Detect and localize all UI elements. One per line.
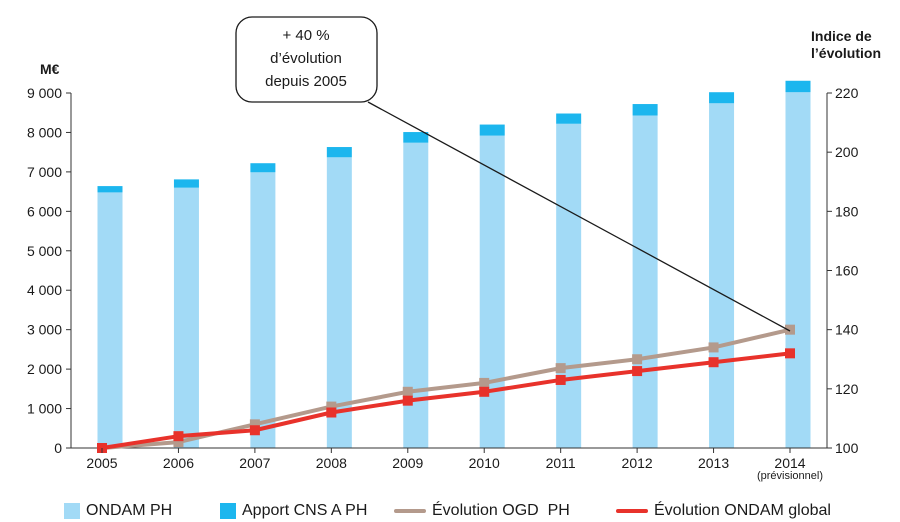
bar-apport-cns-2013 [709, 92, 735, 104]
left-tick-label-9000: 9 000 [27, 85, 62, 101]
legend-label-apport-cns: Apport CNS A PH [242, 502, 368, 519]
legend-item-evolution-ondam: Évolution ONDAM global [616, 502, 831, 520]
point-evolution-ogd-2013 [708, 342, 719, 353]
bar-ondam-ph-2011 [556, 123, 582, 449]
ticks-layer: 0 1 000 2 000 3 000 4 000 5 000 6 000 7 000 8 00… [27, 85, 859, 471]
x-tick-label-2007: 2007 [239, 455, 270, 471]
left-tick-label-6000: 6 000 [27, 203, 62, 219]
bar-apport-cns-2010 [479, 124, 505, 136]
left-tick-label-3000: 3 000 [27, 322, 62, 338]
x-tick-label-2013: 2013 [698, 455, 729, 471]
point-evolution-ondam-2011 [555, 374, 566, 385]
x-tick-label-2011: 2011 [546, 455, 576, 471]
bar-ondam-ph-2013 [709, 103, 735, 448]
right-tick-label-220: 220 [835, 85, 859, 101]
bar-apport-cns-2005 [97, 186, 123, 193]
point-evolution-ogd-2009 [402, 386, 413, 397]
legend-label-ondam-ph: ONDAM PH [86, 502, 173, 519]
callout-line-1: + 40 % [282, 27, 329, 44]
point-evolution-ogd-2012 [632, 354, 643, 365]
line-evolution-ondam [101, 351, 791, 450]
bar-ondam-ph-2008 [326, 157, 352, 449]
bar-apport-cns-2014 [785, 80, 811, 93]
bar-ondam-ph-2005 [97, 192, 123, 448]
legend: ONDAM PH Apport CNS A PH Évolution OGD P… [0, 498, 900, 522]
right-tick-label-120: 120 [835, 381, 859, 397]
bar-ondam-ph-2006 [173, 187, 199, 448]
bar-ondam-ph-2014 [785, 92, 811, 448]
point-evolution-ondam-2009 [402, 395, 413, 406]
callout-box [235, 16, 378, 103]
legend-swatch-ondam-ph [64, 503, 80, 519]
callout-pointer [367, 101, 791, 332]
chart: 0 1 000 2 000 3 000 4 000 5 000 6 000 7 000 8 00… [27, 16, 881, 482]
left-axis-title: M€ [40, 61, 60, 77]
legend-swatch-evolution-ogd [394, 509, 426, 513]
point-evolution-ogd-2010 [479, 377, 490, 388]
bar-apport-cns-2006 [173, 179, 199, 188]
point-evolution-ogd-2008 [326, 401, 337, 412]
right-tick-label-200: 200 [835, 144, 859, 160]
x-tick-label-2014: 2014 [774, 455, 805, 471]
bar-apport-cns-2012 [632, 104, 658, 116]
bar-apport-cns-2008 [326, 147, 352, 158]
x-tick-label-2008: 2008 [316, 455, 347, 471]
legend-swatch-evolution-ondam [616, 509, 648, 513]
category-note: (prévisionnel) [757, 470, 823, 482]
left-tick-label-4000: 4 000 [27, 282, 62, 298]
callout-line-3: depuis 2005 [265, 73, 347, 90]
point-evolution-ogd-2006 [173, 437, 184, 448]
point-evolution-ondam-2010 [479, 386, 490, 397]
point-evolution-ondam-2008 [326, 407, 337, 418]
left-tick-label-5000: 5 000 [27, 243, 62, 259]
x-tick-label-2012: 2012 [622, 455, 653, 471]
left-tick-label-1000: 1 000 [27, 401, 62, 417]
left-tick-label-0: 0 [54, 440, 62, 456]
point-evolution-ondam-2014 [785, 348, 795, 359]
point-evolution-ogd-2011 [555, 363, 566, 374]
bar-ondam-ph-2012 [632, 115, 658, 448]
bar-ondam-ph-2010 [479, 135, 505, 448]
x-tick-label-2005: 2005 [86, 455, 117, 471]
bar-apport-cns-2007 [250, 163, 276, 173]
bar-apport-cns-2011 [556, 113, 582, 124]
legend-swatch-apport-cns [220, 503, 236, 519]
legend-item-evolution-ogd: Évolution OGD PH [394, 502, 570, 520]
legend-item-apport-cns: Apport CNS A PH [220, 502, 367, 520]
right-tick-label-140: 140 [835, 322, 859, 338]
callout-line-2: d’évolution [270, 50, 342, 67]
x-tick-label-2006: 2006 [163, 455, 194, 471]
legend-label-evolution-ondam: Évolution ONDAM global [654, 502, 831, 519]
left-tick-label-7000: 7 000 [27, 164, 62, 180]
point-evolution-ondam-2012 [632, 366, 643, 377]
point-evolution-ondam-2013 [708, 357, 719, 368]
right-axis-title-line2: l’évolution [811, 45, 881, 61]
legend-item-ondam-ph: ONDAM PH [64, 502, 172, 520]
bar-apport-cns-2009 [403, 132, 429, 143]
bars-layer [97, 80, 811, 449]
bar-ondam-ph-2007 [250, 172, 276, 449]
point-evolution-ogd-2014 [785, 324, 795, 335]
right-tick-label-160: 160 [835, 263, 859, 279]
left-tick-label-8000: 8 000 [27, 124, 62, 140]
line-evolution-ogd [101, 327, 791, 450]
point-evolution-ogd-2007 [249, 419, 260, 430]
point-evolution-ondam-2007 [249, 425, 260, 436]
right-tick-label-100: 100 [835, 440, 859, 456]
right-axis-title-line1: Indice de [811, 28, 872, 44]
x-tick-label-2010: 2010 [469, 455, 500, 471]
lines-layer [97, 324, 795, 453]
point-evolution-ondam-2006 [173, 431, 184, 442]
callout: + 40 % d’évolution depuis 2005 [235, 16, 791, 332]
legend-label-evolution-ogd: Évolution OGD PH [432, 502, 570, 519]
x-tick-label-2009: 2009 [392, 455, 423, 471]
left-tick-label-2000: 2 000 [27, 361, 62, 377]
right-tick-label-180: 180 [835, 203, 859, 219]
